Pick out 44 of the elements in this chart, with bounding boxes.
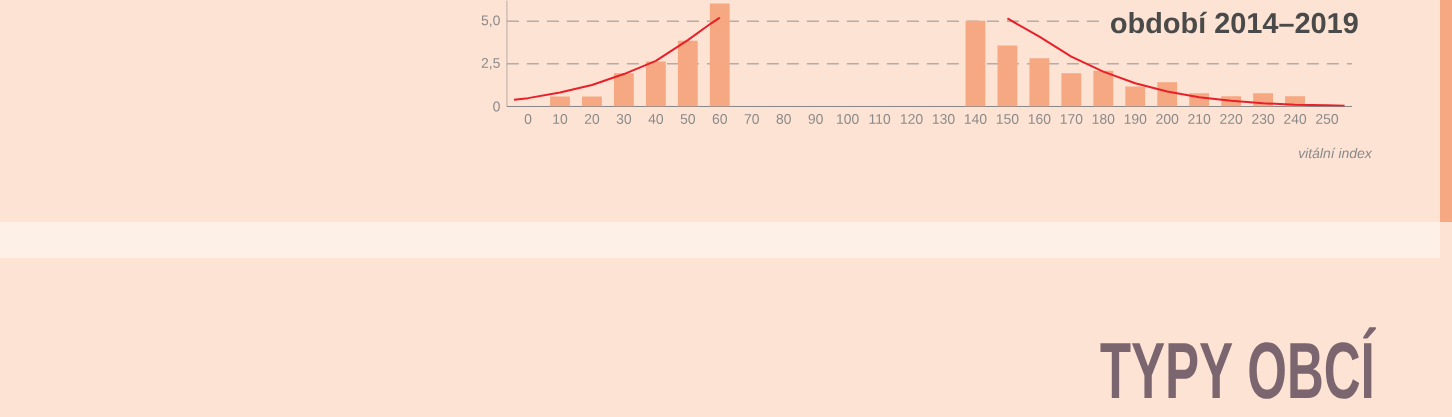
- x-tick-label: 80: [776, 114, 791, 124]
- x-tick-label: 100: [837, 114, 859, 124]
- bar: [1093, 70, 1114, 107]
- x-tick-label: 140: [964, 114, 987, 124]
- y-tick-label: 2,5: [481, 58, 500, 70]
- bar: [965, 20, 986, 107]
- x-tick-label: 90: [808, 114, 823, 124]
- x-tick-label: 250: [1316, 114, 1339, 124]
- y-tick-label: 0: [493, 101, 500, 112]
- bar: [997, 45, 1018, 107]
- x-tick-label: 160: [1028, 114, 1051, 124]
- x-tick-label: 60: [712, 114, 727, 124]
- x-axis-title: vitální index: [1298, 147, 1373, 159]
- chart-title: období 2014–2019: [1111, 11, 1358, 34]
- x-tick-label: 50: [680, 114, 696, 124]
- x-tick-label: 190: [1124, 114, 1147, 124]
- x-tick-label: 30: [616, 114, 632, 124]
- x-tick-label: 170: [1060, 114, 1083, 124]
- bar: [582, 96, 602, 107]
- bar: [677, 40, 698, 107]
- x-tick-label: 20: [584, 114, 600, 124]
- bar: [709, 3, 730, 107]
- bar: [613, 73, 634, 107]
- x-tick-label: 230: [1252, 114, 1275, 124]
- x-tick-label: 0: [524, 114, 532, 124]
- bar: [645, 61, 666, 107]
- y-tick-label: 5,0: [481, 15, 500, 27]
- x-tick-label: 120: [900, 114, 923, 124]
- x-tick-label: 110: [869, 114, 891, 124]
- x-tick-label: 150: [996, 114, 1019, 124]
- x-tick-label: 10: [553, 114, 568, 124]
- x-tick-label: 130: [932, 114, 955, 124]
- x-tick-label: 70: [744, 114, 759, 124]
- bar: [1157, 82, 1178, 107]
- x-tick-label: 180: [1092, 114, 1115, 124]
- x-tick-label: 200: [1156, 114, 1179, 124]
- bar: [1061, 73, 1082, 107]
- x-tick-label: 40: [648, 114, 664, 124]
- text: TYPY OBCÍ: [1100, 327, 1376, 399]
- x-tick-label: 240: [1284, 114, 1307, 124]
- bar: [1029, 58, 1050, 107]
- x-tick-label: 220: [1220, 114, 1243, 124]
- x-tick-label: 210: [1188, 114, 1211, 124]
- bar: [1125, 86, 1146, 107]
